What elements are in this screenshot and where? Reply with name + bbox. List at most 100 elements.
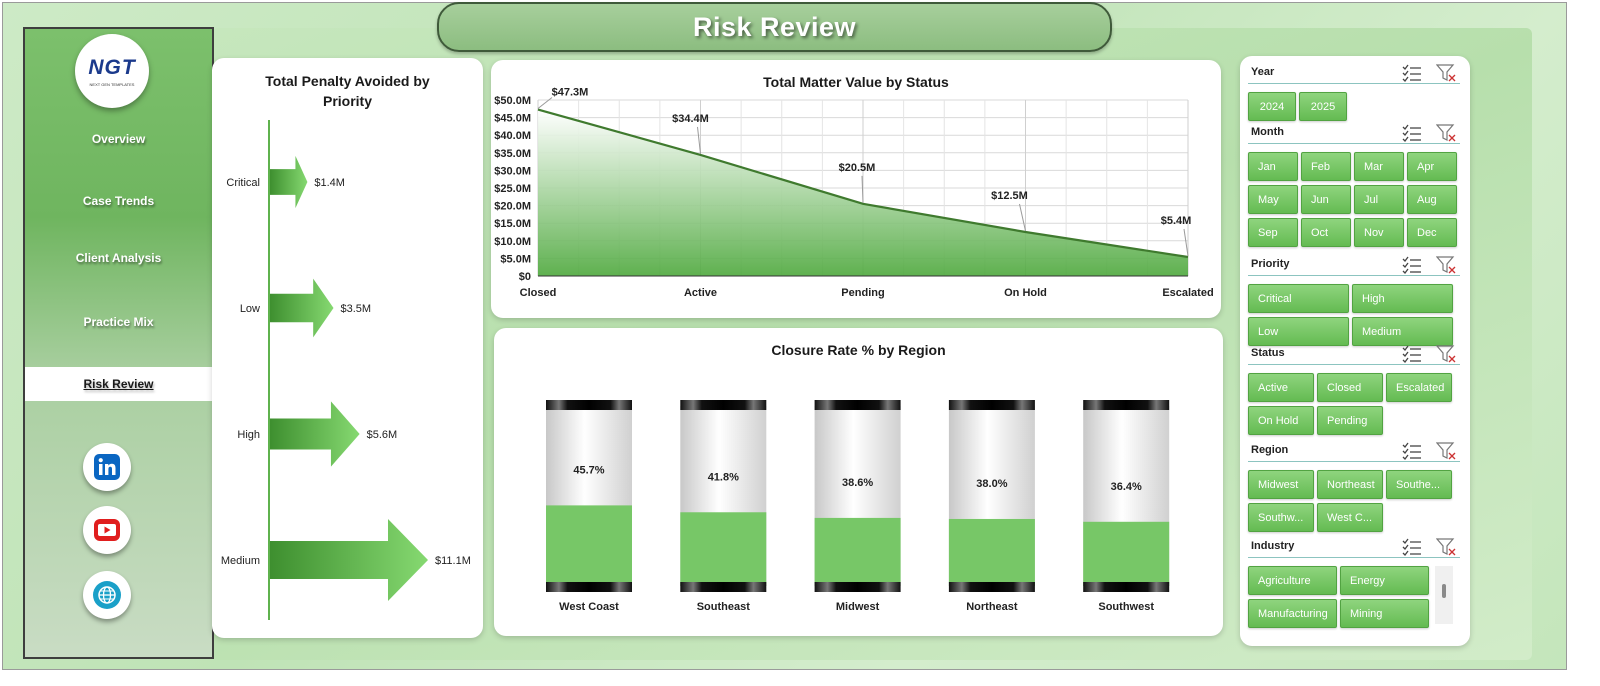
- closure-cap-bottom: [948, 582, 1035, 592]
- slicer-option-region-northeast[interactable]: Northeast: [1317, 470, 1383, 499]
- sidebar-item-client-analysis[interactable]: Client Analysis: [25, 241, 212, 275]
- sidebar-item-practice-mix[interactable]: Practice Mix: [25, 305, 212, 339]
- penalty-arrow-high: [270, 401, 360, 467]
- industry-scrollbar[interactable]: [1435, 566, 1453, 624]
- matter-leader-line: [861, 175, 864, 203]
- multi-select-icon[interactable]: [1402, 538, 1422, 556]
- closure-value-label: 38.0%: [976, 478, 1007, 490]
- slicer-title: Month: [1251, 126, 1284, 138]
- slicer-option-status-closed[interactable]: Closed: [1317, 373, 1383, 402]
- closure-category-label: West Coast: [559, 601, 619, 613]
- slicer-option-month-apr[interactable]: Apr: [1407, 152, 1457, 181]
- website-button[interactable]: [83, 571, 131, 619]
- slicer-option-priority-high[interactable]: High: [1352, 284, 1453, 313]
- multi-select-icon[interactable]: [1402, 64, 1422, 82]
- slicer-option-priority-medium[interactable]: Medium: [1352, 317, 1453, 346]
- slicer-icons: [1402, 64, 1456, 82]
- slicer-option-industry-energy[interactable]: Energy: [1340, 566, 1429, 595]
- slicer-option-region-west-c[interactable]: West C...: [1317, 503, 1383, 532]
- slicer-option-region-southw[interactable]: Southw...: [1248, 503, 1314, 532]
- closure-category-label: Southeast: [697, 601, 751, 613]
- slicer-option-month-feb[interactable]: Feb: [1301, 152, 1351, 181]
- matter-data-label: $20.5M: [839, 162, 876, 174]
- clear-filter-icon[interactable]: [1436, 442, 1456, 460]
- youtube-button[interactable]: [83, 506, 131, 554]
- scrollbar-thumb[interactable]: [1442, 584, 1446, 598]
- slicer-option-priority-low[interactable]: Low: [1248, 317, 1349, 346]
- slicer-option-year-2024[interactable]: 2024: [1248, 92, 1296, 121]
- closure-cap-top: [680, 400, 767, 410]
- slicer-option-industry-agriculture[interactable]: Agriculture: [1248, 566, 1337, 595]
- closure-category-label: Northeast: [966, 601, 1018, 613]
- penalty-value-label: $5.6M: [367, 429, 398, 441]
- matter-data-label: $12.5M: [991, 190, 1028, 202]
- slicer-option-priority-critical[interactable]: Critical: [1248, 284, 1349, 313]
- slicer-option-month-jun[interactable]: Jun: [1301, 185, 1351, 214]
- multi-select-icon[interactable]: [1402, 124, 1422, 142]
- sidebar-item-label: Client Analysis: [75, 251, 162, 265]
- slicer-option-month-jul[interactable]: Jul: [1354, 185, 1404, 214]
- matter-y-tick-label: $25.0M: [494, 183, 531, 195]
- closure-cap-top: [546, 400, 632, 410]
- slicer-header-month: Month: [1248, 122, 1460, 144]
- matter-y-tick-label: $40.0M: [494, 130, 531, 142]
- slicer-option-month-dec[interactable]: Dec: [1407, 218, 1457, 247]
- closure-chart-title: Closure Rate % by Region: [771, 342, 946, 358]
- multi-select-icon[interactable]: [1402, 256, 1422, 274]
- slicer-option-region-midwest[interactable]: Midwest: [1248, 470, 1314, 499]
- clear-filter-icon[interactable]: [1436, 345, 1456, 363]
- slicer-header-status: Status: [1248, 343, 1460, 365]
- multi-select-icon[interactable]: [1402, 442, 1422, 460]
- clear-filter-icon[interactable]: [1436, 124, 1456, 142]
- slicer-option-month-oct[interactable]: Oct: [1301, 218, 1351, 247]
- slicer-option-status-active[interactable]: Active: [1248, 373, 1314, 402]
- sidebar-item-case-trends[interactable]: Case Trends: [25, 184, 212, 218]
- closure-value-label: 45.7%: [573, 464, 604, 476]
- penalty-value-label: $3.5M: [341, 303, 372, 315]
- slicer-icons: [1402, 538, 1456, 556]
- logo: NGT NEXT GEN TEMPLATES: [75, 34, 149, 108]
- penalty-value-label: $11.1M: [435, 555, 471, 567]
- matter-x-tick-label: Closed: [520, 287, 557, 299]
- slicer-option-status-escalated[interactable]: Escalated: [1386, 373, 1452, 402]
- slicer-option-month-nov[interactable]: Nov: [1354, 218, 1404, 247]
- slicer-option-month-aug[interactable]: Aug: [1407, 185, 1457, 214]
- slicer-option-month-mar[interactable]: Mar: [1354, 152, 1404, 181]
- clear-filter-icon[interactable]: [1436, 256, 1456, 274]
- closure-value-label: 38.6%: [842, 477, 873, 489]
- sidebar-item-risk-review[interactable]: Risk Review: [25, 367, 212, 401]
- clear-filter-icon[interactable]: [1436, 538, 1456, 556]
- logo-subtext: NEXT GEN TEMPLATES: [89, 81, 135, 87]
- slicer-option-month-jan[interactable]: Jan: [1248, 152, 1298, 181]
- penalty-arrow-medium: [270, 519, 428, 601]
- penalty-arrow-critical: [270, 155, 308, 209]
- closure-chart: 45.7% West Coast 41.8% Southeast 38.6% Midwes…: [546, 400, 1170, 613]
- matter-leader-line: [1019, 203, 1026, 232]
- slicer-title: Year: [1251, 66, 1275, 78]
- matter-area: [538, 109, 1188, 276]
- slicer-option-month-sep[interactable]: Sep: [1248, 218, 1298, 247]
- globe-icon: [93, 581, 121, 609]
- linkedin-button[interactable]: [83, 443, 131, 491]
- matter-y-tick-label: $50.0M: [494, 95, 531, 107]
- clear-filter-icon[interactable]: [1436, 64, 1456, 82]
- matter-leader-line: [537, 97, 553, 109]
- slicer-option-year-2025[interactable]: 2025: [1299, 92, 1347, 121]
- slicer-option-status-on-hold[interactable]: On Hold: [1248, 406, 1314, 435]
- slicer-option-industry-mining[interactable]: Mining: [1340, 599, 1429, 628]
- multi-select-icon[interactable]: [1402, 345, 1422, 363]
- matter-x-tick-label: Active: [684, 287, 717, 299]
- penalty-chart-title: Total Penalty Avoided by Priority: [265, 73, 430, 109]
- slicer-option-month-may[interactable]: May: [1248, 185, 1298, 214]
- page-title-bar: Risk Review: [437, 2, 1112, 52]
- sidebar-item-label: Risk Review: [83, 377, 154, 391]
- slicer-option-region-southe[interactable]: Southe...: [1386, 470, 1452, 499]
- closure-cap-top: [1083, 400, 1170, 410]
- sidebar-item-label: Overview: [91, 132, 146, 146]
- closure-value-label: 41.8%: [708, 471, 739, 483]
- slicer-option-industry-manufacturing[interactable]: Manufacturing: [1248, 599, 1337, 628]
- closure-fill-southeast: [680, 512, 767, 586]
- matter-line: [537, 108, 1189, 259]
- slicer-option-status-pending[interactable]: Pending: [1317, 406, 1383, 435]
- sidebar-item-overview[interactable]: Overview: [25, 122, 212, 156]
